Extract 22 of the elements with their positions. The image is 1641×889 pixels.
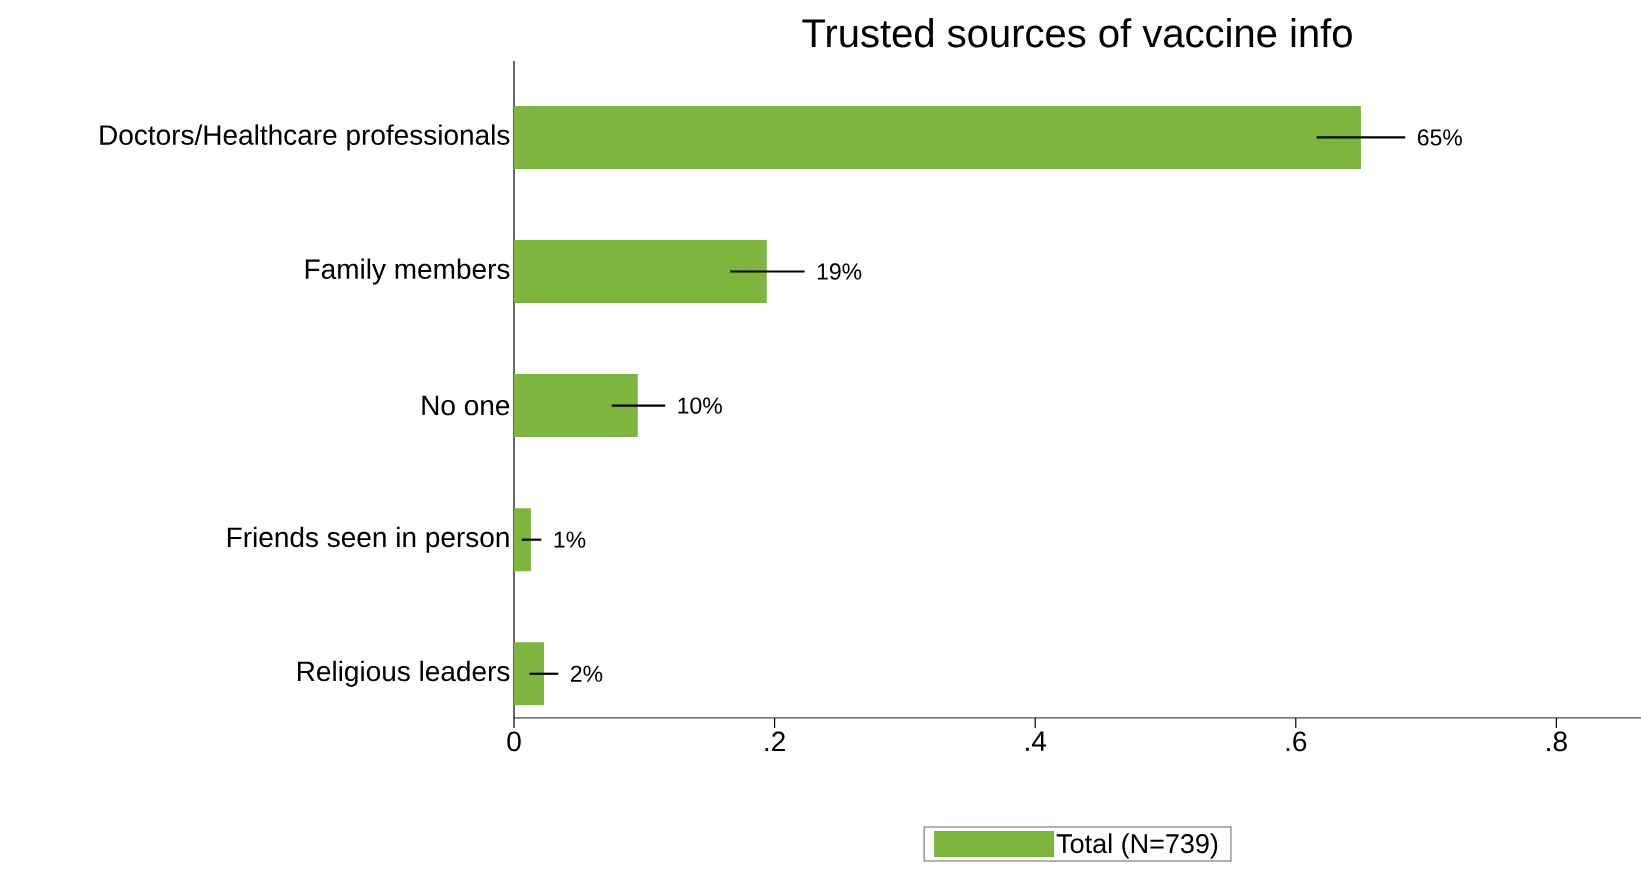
- y-tick-label: Friends seen in person: [227, 526, 509, 553]
- bar: [514, 508, 531, 572]
- data-label: 10%: [678, 397, 722, 414]
- bar: [514, 240, 767, 304]
- bar: [514, 642, 544, 706]
- data-label: 2%: [571, 665, 603, 682]
- legend-label: Total (N=739): [1056, 833, 1218, 859]
- data-label: 65%: [1417, 129, 1462, 146]
- x-tick-label: 0: [507, 731, 521, 752]
- y-tick-label: Religious leaders: [297, 660, 510, 687]
- bar: [514, 105, 1361, 169]
- y-tick-label: Doctors/Healthcare professionals: [100, 124, 510, 151]
- y-tick-label: Family members: [305, 258, 510, 285]
- x-tick-label: .6: [1286, 731, 1307, 752]
- data-label: 19%: [817, 263, 862, 280]
- x-tick-label: .8: [1547, 731, 1567, 752]
- x-tick-label: .4: [1026, 731, 1047, 751]
- data-label: 1%: [554, 531, 586, 548]
- bar: [514, 374, 638, 438]
- y-tick-label: No one: [422, 395, 510, 416]
- x-tick-label: .2: [765, 731, 785, 752]
- chart-title: Trusted sources of vaccine info: [802, 18, 1352, 48]
